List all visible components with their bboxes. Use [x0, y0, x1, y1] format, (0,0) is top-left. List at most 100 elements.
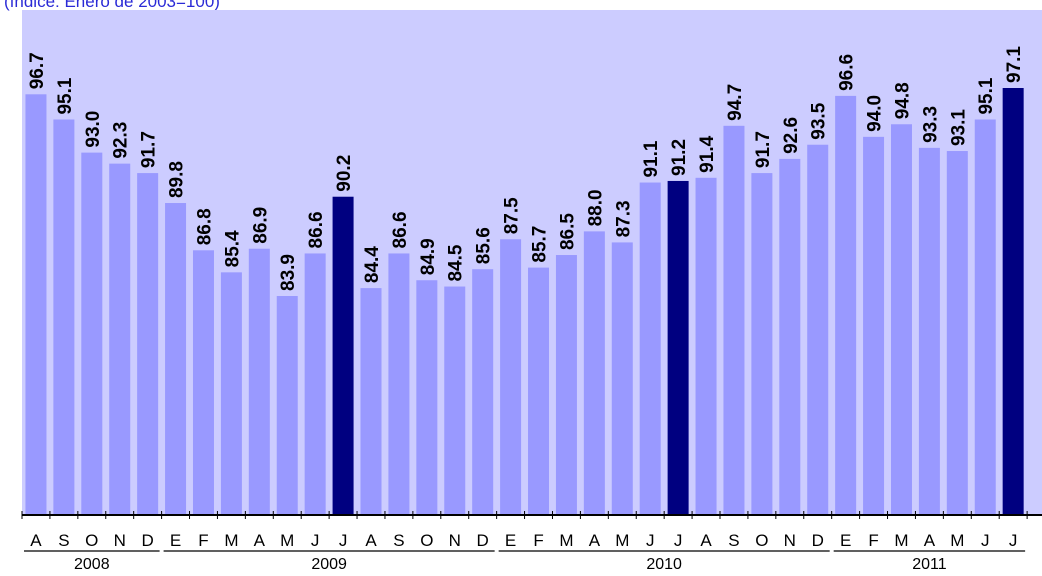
bar — [248, 248, 270, 515]
x-tick-label: S — [58, 531, 69, 550]
x-tick-label: J — [674, 531, 683, 550]
x-tick-label: N — [114, 531, 126, 550]
bar — [974, 119, 996, 515]
bar-value-label: 88.0 — [585, 189, 606, 226]
bar — [276, 295, 298, 515]
x-tick-label: O — [420, 531, 433, 550]
x-tick-label: M — [559, 531, 573, 550]
bar — [946, 151, 968, 515]
bar — [388, 253, 410, 515]
x-tick-label: J — [311, 531, 320, 550]
bar — [444, 286, 466, 515]
x-tick-label: M — [280, 531, 294, 550]
bar-value-label: 87.3 — [613, 200, 634, 237]
bar — [667, 180, 689, 515]
bar-value-label: 92.3 — [111, 122, 132, 159]
bar-value-label: 84.9 — [418, 238, 439, 275]
bar-value-label: 86.6 — [306, 211, 327, 248]
bar — [835, 95, 857, 515]
bar — [416, 280, 438, 515]
x-tick-label: J — [646, 531, 655, 550]
bar-value-label: 85.7 — [530, 226, 551, 263]
x-tick-label: N — [784, 531, 796, 550]
bar-value-label: 85.4 — [222, 230, 243, 267]
bar-value-label: 86.9 — [250, 207, 271, 244]
bar — [472, 269, 494, 515]
x-tick-label: M — [894, 531, 908, 550]
bar-value-label: 93.3 — [920, 106, 941, 143]
x-tick-label: M — [224, 531, 238, 550]
bar-value-label: 91.7 — [139, 131, 160, 168]
x-tick-label: A — [700, 531, 712, 550]
x-tick-label: D — [812, 531, 824, 550]
bar-value-label: 85.6 — [474, 227, 495, 264]
bar — [137, 173, 159, 515]
bar-value-label: 90.2 — [334, 155, 355, 192]
x-tick-label: A — [30, 531, 42, 550]
bar-value-label: 95.1 — [976, 77, 997, 114]
x-tick-label: F — [198, 531, 208, 550]
bar — [528, 267, 550, 515]
x-axis: A S O N D E F M A M J J A S O N D E F M A M J J A S O N D E F M A M J J2008… — [21, 511, 1042, 573]
bar-value-label: 86.5 — [557, 213, 578, 250]
bar — [555, 255, 577, 515]
bar — [165, 203, 187, 515]
bar — [863, 136, 885, 515]
x-tick-label: J — [1009, 531, 1018, 550]
bar — [723, 125, 745, 515]
x-tick-label: D — [141, 531, 153, 550]
x-tick-label: S — [393, 531, 404, 550]
x-tick-label: D — [477, 531, 489, 550]
bar — [611, 242, 633, 515]
bar — [639, 182, 661, 516]
x-tick-label: O — [755, 531, 768, 550]
bar — [779, 158, 801, 515]
x-tick-label: F — [868, 531, 878, 550]
bar — [500, 239, 522, 515]
bar-value-label: 96.7 — [27, 52, 48, 89]
bar — [695, 177, 717, 515]
x-tick-label: M — [615, 531, 629, 550]
bar — [192, 250, 214, 516]
bar-value-label: 96.6 — [837, 54, 858, 91]
bar-value-label: 91.2 — [669, 139, 690, 176]
value-labels: 96.7 95.1 93.0 92.3 91.7 89.8 86.8 85.4 86.9 83.9… — [27, 46, 1025, 291]
bar — [583, 231, 605, 515]
bar-value-label: 83.9 — [278, 254, 299, 291]
x-tick-label: E — [505, 531, 516, 550]
bar — [332, 196, 354, 515]
bar — [1002, 88, 1024, 515]
bar-value-label: 92.6 — [781, 117, 802, 154]
year-label: 2008 — [74, 556, 110, 573]
bar — [81, 152, 103, 515]
x-tick-label: F — [533, 531, 543, 550]
x-tick-label: A — [924, 531, 936, 550]
bar-value-label: 91.7 — [753, 131, 774, 168]
bar-value-label: 93.1 — [948, 109, 969, 146]
bar — [890, 124, 912, 516]
bar-value-label: 84.4 — [362, 246, 383, 283]
bar-value-label: 93.5 — [809, 102, 830, 139]
bar-value-label: 87.5 — [502, 197, 523, 234]
bar-value-label: 86.6 — [390, 211, 411, 248]
bar-value-label: 91.1 — [641, 140, 662, 177]
bar — [53, 119, 75, 515]
chart-subtitle: (índice: Enero de 2003=100) — [4, 0, 220, 11]
x-tick-label: A — [254, 531, 266, 550]
x-tick-label: E — [170, 531, 181, 550]
bar — [109, 163, 131, 515]
x-tick-label: M — [950, 531, 964, 550]
bar — [918, 147, 940, 515]
bar-value-label: 94.7 — [725, 84, 746, 121]
bar-value-label: 86.8 — [194, 208, 215, 245]
bars — [25, 88, 1024, 516]
bar-value-label: 91.4 — [697, 135, 718, 172]
bar — [751, 173, 773, 515]
bar-value-label: 94.8 — [892, 82, 913, 119]
year-label: 2011 — [912, 556, 947, 573]
bar-value-label: 95.1 — [55, 77, 76, 114]
year-label: 2009 — [311, 556, 347, 573]
bar — [25, 94, 47, 516]
bar-value-label: 94.0 — [865, 95, 886, 132]
